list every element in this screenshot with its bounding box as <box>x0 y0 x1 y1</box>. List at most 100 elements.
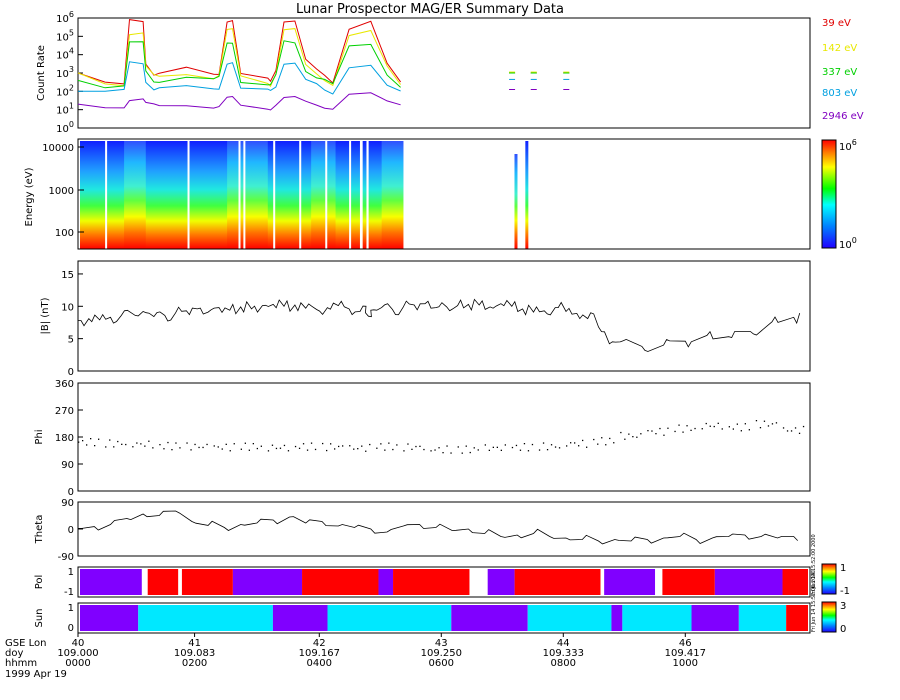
phi-point <box>132 446 134 448</box>
count-rate-y-tick-label-base: 10 <box>56 69 69 80</box>
phi-point <box>558 447 561 449</box>
phi-point <box>194 443 196 446</box>
phi-point <box>369 443 371 446</box>
phi-point <box>326 449 328 452</box>
phi-point <box>167 441 169 444</box>
phi-point <box>407 443 409 445</box>
sun-colorbar <box>821 601 837 633</box>
pol-segment <box>181 569 233 595</box>
count-rate-y-label: Count Rate <box>36 45 47 101</box>
pol-segment <box>178 569 182 595</box>
phi-point <box>790 430 793 432</box>
sun-y-tick-label: 1 <box>68 603 74 614</box>
phi-point <box>252 443 254 445</box>
spectrogram-y-label: Energy (eV) <box>24 167 35 226</box>
b-magnitude-frame <box>77 260 811 372</box>
x-axis-tick-lon: 42 <box>313 638 326 649</box>
count-rate-y-tick-label: 102 <box>56 83 74 98</box>
phi-point <box>709 425 711 427</box>
phi-point <box>125 443 127 446</box>
phi-point <box>740 430 742 432</box>
theta-y-tick-label: 90 <box>61 498 74 509</box>
legend-entry: 803 eV <box>822 88 857 99</box>
phi-point <box>678 424 680 426</box>
x-axis-row-label-lon: GSE Lon <box>5 638 46 649</box>
pol-segment <box>302 569 379 595</box>
phi-point <box>283 444 286 447</box>
phi-point <box>233 443 235 445</box>
phi-point <box>628 433 630 435</box>
phi-point <box>392 448 394 451</box>
phi-point <box>550 444 553 446</box>
x-axis-tick-hhmm: 0800 <box>551 658 576 669</box>
spectrogram-data-gap <box>299 141 302 249</box>
phi-point <box>624 438 626 440</box>
phi-point <box>674 430 676 433</box>
phi-point <box>659 427 661 430</box>
phi-point <box>171 449 173 451</box>
phi-point <box>388 442 390 444</box>
phi-point <box>86 444 88 446</box>
phi-point <box>121 443 123 445</box>
count-rate-y-tick-label-exp: 5 <box>69 28 74 37</box>
phi-point <box>357 448 359 450</box>
phi-point <box>361 445 363 447</box>
phi-point <box>82 440 84 442</box>
phi-point <box>736 423 738 425</box>
spectrogram-fragment <box>514 154 518 249</box>
count-rate-y-tick-label-base: 10 <box>56 87 69 98</box>
phi-point <box>113 446 115 448</box>
pol-segment <box>393 569 470 595</box>
spectrogram-y-tick-label: 100 <box>55 228 74 239</box>
phi-point <box>423 448 425 451</box>
spectrogram-fragment <box>525 141 529 249</box>
spectrogram-data-gap <box>105 141 108 249</box>
pol-segment <box>232 569 303 595</box>
phi-point <box>620 431 622 434</box>
phi-point <box>632 436 634 438</box>
phi-point <box>190 449 192 451</box>
colorbar-min-label-base: 10 <box>839 240 852 251</box>
phi-point <box>279 447 282 449</box>
phi-point <box>338 445 340 448</box>
x-axis-tick-lon: 44 <box>557 638 570 649</box>
count-rate-y-tick-label: 101 <box>56 102 74 117</box>
phi-point <box>384 449 386 451</box>
spectrogram-y-tick-label: 1000 <box>49 186 74 197</box>
sun-colorbar-min-label: 0 <box>840 624 846 635</box>
count-rate-y-tick-label-exp: 4 <box>69 47 74 56</box>
phi-point <box>613 442 615 444</box>
x-axis-tick-doy: 109.083 <box>174 648 215 659</box>
phi-point <box>705 422 707 425</box>
phi-point <box>438 447 440 449</box>
sun-segment <box>691 605 739 631</box>
x-axis-date: 1999 Apr 19 <box>5 669 67 680</box>
phi-point <box>647 430 649 432</box>
phi-point <box>721 428 723 430</box>
phi-point <box>798 432 801 434</box>
phi-point <box>267 450 270 452</box>
legend-entry: 142 eV <box>822 43 857 54</box>
x-axis-row-label-doy: doy <box>5 648 23 659</box>
phi-point <box>136 442 138 444</box>
spectrogram-frame <box>77 138 811 250</box>
phi-point <box>78 441 80 443</box>
phi-point <box>531 443 534 446</box>
phi-point <box>636 436 638 438</box>
count-rate-y-tick-label-exp: 2 <box>69 83 74 92</box>
phi-point <box>586 446 588 448</box>
spectrogram-day-band <box>124 141 146 249</box>
x-axis-tick-hhmm: 0400 <box>307 658 332 669</box>
spectrogram-data-gap <box>325 141 328 249</box>
phi-point <box>442 452 444 454</box>
phi-point <box>609 437 611 440</box>
phi-point <box>163 448 165 450</box>
sun-segment <box>738 605 787 631</box>
phi-point <box>461 452 463 454</box>
pol-colorbar-min-label: -1 <box>840 586 850 597</box>
phi-point <box>434 449 436 451</box>
phi-point <box>298 447 301 449</box>
count-rate-y-tick-label: 105 <box>56 28 74 43</box>
pol-frame <box>77 566 811 598</box>
count-rate-y-tick-label-exp: 3 <box>69 65 74 74</box>
